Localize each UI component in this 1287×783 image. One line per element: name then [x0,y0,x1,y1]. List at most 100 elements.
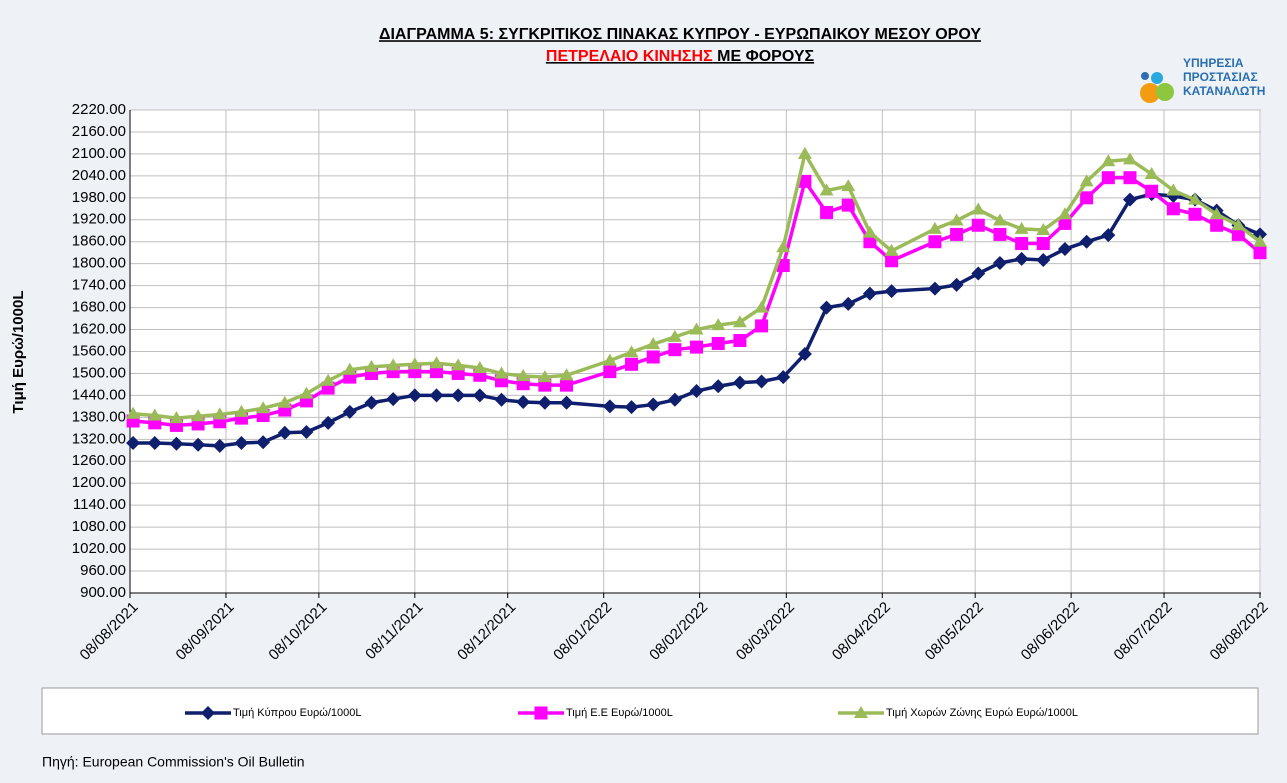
legend-label: Τιμή Χωρών Ζώνης Ευρώ Ευρώ/1000L [886,707,1078,719]
marker [689,384,704,399]
marker [1145,184,1159,198]
marker [885,254,899,268]
legend-item: Τιμή Κύπρου Ευρώ/1000L [185,706,362,720]
marker [602,353,617,366]
marker [993,227,1007,241]
marker [646,397,661,412]
legend-marker [534,706,548,720]
marker [949,277,964,292]
marker [667,329,682,342]
marker [1014,251,1029,266]
marker [1166,183,1181,196]
marker [950,227,964,241]
marker [321,415,336,430]
y-tick-label: 1500.00 [72,364,126,381]
marker [625,357,639,371]
marker [147,435,162,450]
marker [863,235,877,249]
marker [277,425,292,440]
marker [1210,218,1224,232]
marker [1253,234,1267,247]
y-tick-label: 1140.00 [73,496,126,513]
legend-label: Τιμή Κύπρου Ευρώ/1000L [233,707,362,719]
y-tick-label: 1080.00 [72,518,126,535]
marker [927,221,942,234]
marker [1057,242,1072,257]
marker [971,218,985,232]
marker [841,198,855,212]
y-tick-label: 1440.00 [72,386,126,403]
marker [191,409,206,422]
marker [754,374,769,389]
logo-icon [1140,83,1160,103]
y-tick-label: 2100.00 [72,145,126,162]
marker [1187,192,1202,205]
marker [451,358,466,371]
y-tick-label: 900.00 [80,584,126,601]
legend [41,687,1259,735]
marker [1253,246,1267,260]
logo-icon [1141,72,1149,80]
marker [169,411,184,424]
marker [927,281,942,296]
marker [797,347,812,362]
y-tick-label: 1680.00 [72,299,126,316]
marker [212,438,227,453]
marker [234,435,249,450]
y-tick-label: 1620.00 [72,321,126,338]
marker [1080,191,1094,205]
marker [277,395,292,408]
legend-marker [854,706,868,718]
legend-item: Τιμή Ε.Ε Ευρώ/1000L [518,706,673,720]
marker [624,345,639,358]
y-axis-label: Τιμή Ευρώ/1000L [10,291,27,414]
legend-marker [201,706,215,720]
marker [689,322,704,335]
marker [1101,228,1116,243]
marker [646,350,660,364]
logo-text: ΚΑΤΑΝΑΛΩΤΗ [1183,84,1265,98]
marker [1188,207,1202,221]
logo-icon [1151,72,1163,84]
marker [992,213,1007,226]
marker [1166,202,1180,216]
marker [126,406,141,419]
marker [169,436,184,451]
marker [386,392,401,407]
marker [212,407,227,420]
marker [494,392,509,407]
marker [819,183,834,196]
marker [1101,154,1116,167]
y-tick-label: 2040.00 [72,167,126,184]
marker [1101,171,1115,185]
marker [776,370,791,385]
marker [299,386,314,399]
y-tick-label: 1260.00 [72,452,126,469]
subtitle-black: ΜΕ ΦΟΡΟΥΣ [713,48,815,65]
marker [126,435,141,450]
y-tick-label: 1800.00 [72,255,126,272]
marker [603,365,617,379]
marker [147,408,162,421]
y-tick-label: 1980.00 [72,189,126,206]
marker [624,400,639,415]
marker [711,318,726,331]
marker [364,395,379,410]
chart-title: ΔΙΑΓΡΑΜΜΑ 5: ΣΥΓΚΡΙΤΙΚΟΣ ΠΙΝΑΚΑΣ ΚΥΠΡΟΥ … [379,26,981,43]
marker [819,300,834,315]
marker [386,358,401,371]
marker [472,360,487,373]
marker [1058,216,1072,230]
marker [798,174,812,188]
marker [776,240,791,253]
marker [364,359,379,372]
marker [1036,223,1051,236]
marker [1015,237,1029,251]
marker [1144,167,1159,180]
marker [299,425,314,439]
marker [755,319,769,333]
marker [754,300,769,313]
marker [1122,192,1137,207]
marker [1036,237,1050,251]
marker [1057,207,1072,220]
